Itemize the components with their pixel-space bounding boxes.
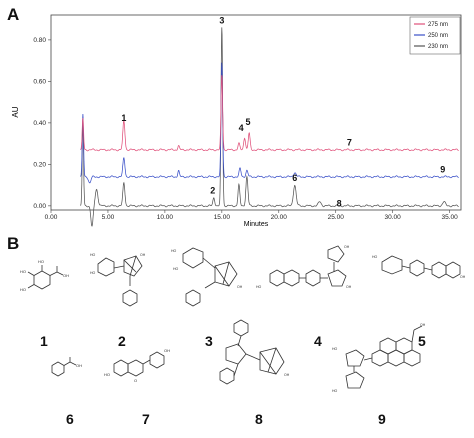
y-tick-label: 0.60 — [33, 79, 46, 86]
peak-annotations: 1 3 45 7 2 6 8 9 — [121, 15, 445, 208]
glycyrrhizin-structure-icon: OH HO HO — [332, 323, 426, 393]
gallic-acid-structure-icon: HO HO HO OH — [20, 259, 69, 292]
x-tick-label: 20.00 — [271, 214, 288, 221]
panel-label-a: A — [7, 5, 20, 24]
compound-label: 1 — [40, 333, 48, 349]
structures-panel: HO HO HO OH HO HO OH HO HO OH — [20, 245, 466, 393]
peak-label: 8 — [337, 198, 342, 208]
benzoylpaeoniflorin-fragment-structure-icon: HO HO OH — [90, 253, 146, 307]
svg-text:OH: OH — [63, 273, 69, 278]
chromatogram-chart: 0.00 0.20 0.40 0.60 0.80 0.00 5.00 10.00 15.00 2… — [11, 14, 462, 228]
peak-label: 1 — [121, 113, 126, 123]
peak-label: 5 — [246, 117, 251, 127]
svg-text:OH: OH — [164, 348, 170, 353]
svg-text:OH: OH — [460, 275, 466, 279]
svg-text:HO: HO — [171, 249, 177, 253]
legend-label: 275 nm — [428, 22, 448, 28]
benzoylpaeoniflorin-structure-icon: HO HO OH — [171, 247, 243, 307]
svg-text:HO: HO — [256, 285, 262, 289]
svg-text:HO: HO — [20, 287, 26, 292]
liquiritin-structure-icon: HO OH — [372, 255, 466, 279]
svg-text:HO: HO — [104, 372, 110, 377]
svg-text:OH: OH — [346, 285, 352, 289]
compound-label: 4 — [314, 333, 322, 349]
svg-text:OH: OH — [76, 363, 82, 368]
compound-label: 2 — [118, 333, 126, 349]
svg-text:HO: HO — [173, 267, 179, 271]
compound-label: 5 — [418, 333, 426, 349]
plot-frame — [50, 14, 462, 211]
svg-text:HO: HO — [90, 253, 96, 257]
svg-text:HO: HO — [90, 271, 96, 275]
compound-label: 3 — [205, 333, 213, 349]
svg-text:HO: HO — [372, 255, 378, 259]
benzoyl-oxypaeoniflorin-structure-icon: OH — [219, 319, 290, 385]
peak-label: 4 — [239, 123, 244, 133]
svg-text:HO: HO — [38, 259, 44, 264]
liquiritin-apioside-structure-icon: HO OH OH — [256, 245, 352, 289]
panel-label-b: B — [7, 234, 20, 253]
svg-text:HO: HO — [20, 269, 26, 274]
liquiritigenin-structure-icon: HO OH O — [104, 348, 170, 383]
y-axis-label: AU — [11, 106, 20, 117]
peak-label: 2 — [210, 185, 215, 195]
series-line — [80, 75, 459, 152]
svg-text:OH: OH — [237, 285, 243, 289]
legend-label: 250 nm — [428, 33, 448, 39]
compound-label: 6 — [66, 411, 74, 427]
compound-label: 8 — [255, 411, 263, 427]
series-line — [80, 27, 459, 227]
x-tick-label: 30.00 — [385, 214, 402, 221]
svg-text:O: O — [134, 378, 137, 383]
svg-text:OH: OH — [140, 253, 146, 257]
svg-text:HO: HO — [332, 389, 338, 393]
x-axis-label: Minutes — [244, 221, 269, 228]
x-tick-label: 35.00 — [441, 214, 458, 221]
svg-text:OH: OH — [420, 323, 426, 327]
x-tick-label: 15.00 — [214, 214, 231, 221]
svg-text:OH: OH — [344, 245, 350, 249]
peak-label: 6 — [292, 173, 297, 183]
y-tick-label: 0.80 — [33, 37, 46, 44]
traces — [80, 27, 459, 227]
x-tick-label: 10.00 — [157, 214, 174, 221]
compound-label: 7 — [142, 411, 150, 427]
peak-label: 3 — [219, 15, 224, 25]
x-axis: 0.00 5.00 10.00 15.00 20.00 25.00 30.00 35.00 — [45, 210, 458, 221]
x-tick-label: 25.00 — [328, 214, 345, 221]
peak-label: 9 — [440, 165, 445, 175]
legend-label: 230 nm — [428, 44, 448, 50]
benzoic-acid-structure-icon: OH — [51, 357, 82, 377]
svg-text:OH: OH — [284, 373, 290, 377]
x-tick-label: 5.00 — [102, 214, 115, 221]
x-tick-label: 0.00 — [45, 214, 58, 221]
series-line — [80, 62, 459, 184]
y-tick-label: 0.20 — [33, 162, 46, 169]
y-axis: 0.00 0.20 0.40 0.60 0.80 — [33, 37, 51, 210]
y-tick-label: 0.40 — [33, 120, 46, 127]
peak-label: 7 — [347, 138, 352, 148]
y-tick-label: 0.00 — [33, 203, 46, 210]
compound-label: 9 — [378, 411, 386, 427]
legend: 275 nm 250 nm 230 nm — [409, 16, 461, 55]
svg-text:HO: HO — [332, 347, 338, 351]
